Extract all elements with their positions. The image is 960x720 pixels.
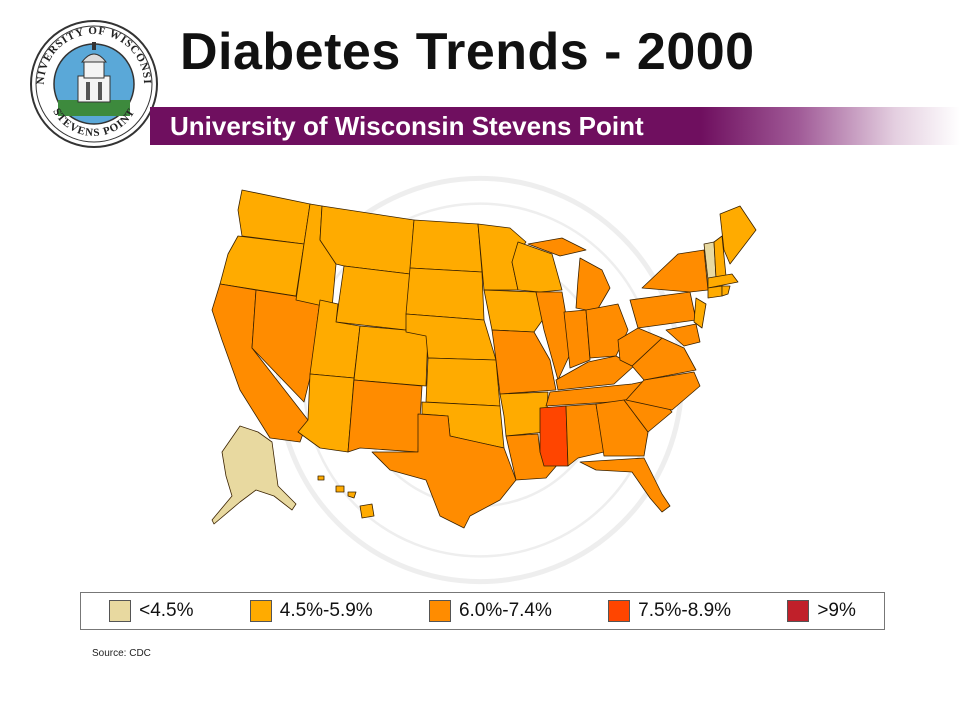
us-diabetes-map bbox=[211, 189, 757, 529]
state-alaska bbox=[211, 425, 297, 525]
state-kansas bbox=[425, 357, 501, 407]
state-georgia bbox=[595, 399, 649, 457]
state-new-york bbox=[641, 249, 709, 293]
legend-label: 7.5%-8.9% bbox=[638, 600, 732, 621]
state-arkansas bbox=[499, 391, 549, 437]
legend-swatch bbox=[428, 600, 451, 622]
state-west-virginia bbox=[617, 327, 663, 367]
legend-label: <4.5% bbox=[139, 600, 194, 621]
legend-label: >9% bbox=[817, 600, 856, 621]
page-subtitle: University of Wisconsin Stevens Point bbox=[170, 111, 644, 141]
legend-swatch bbox=[787, 600, 810, 622]
subtitle-banner bbox=[150, 107, 960, 145]
state-massachusetts bbox=[707, 273, 739, 289]
legend-item: 7.5%-8.9% bbox=[608, 600, 731, 622]
state-north-dakota bbox=[409, 219, 483, 273]
legend-swatch bbox=[109, 600, 132, 622]
state-michigan bbox=[575, 257, 611, 313]
state-south-dakota bbox=[405, 267, 485, 321]
state-new-jersey bbox=[693, 297, 707, 329]
legend-swatch bbox=[249, 600, 272, 622]
state-michigan-up bbox=[527, 237, 587, 257]
state-iowa bbox=[483, 289, 545, 333]
state-missouri bbox=[491, 329, 557, 395]
legend-item: >9% bbox=[787, 600, 856, 622]
state-hawaii bbox=[317, 475, 375, 519]
state-rhode-island bbox=[721, 285, 731, 297]
university-seal-logo: UNIVERSITY OF WISCONSIN STEVENS POINT bbox=[28, 18, 158, 148]
legend-item: <4.5% bbox=[109, 600, 194, 622]
legend-label: 6.0%-7.4% bbox=[458, 600, 552, 621]
source-note: Source: CDC bbox=[92, 648, 151, 659]
state-arizona bbox=[297, 373, 355, 453]
state-pennsylvania bbox=[629, 291, 697, 329]
state-washington bbox=[237, 189, 311, 245]
state-colorado bbox=[353, 325, 429, 387]
state-florida bbox=[579, 457, 671, 513]
state-alabama bbox=[565, 403, 605, 467]
map-states bbox=[211, 189, 429, 453]
state-new-mexico bbox=[347, 379, 423, 453]
state-maryland-delaware bbox=[665, 323, 701, 347]
state-mississippi bbox=[539, 405, 569, 467]
state-maine bbox=[719, 205, 757, 265]
state-texas bbox=[371, 413, 517, 529]
legend-item: 4.5%-5.9% bbox=[249, 600, 373, 622]
map-legend: <4.5% 4.5%-5.9% 6.0%-7.4% 7.5%-8.9% >9% bbox=[80, 592, 885, 630]
state-north-carolina bbox=[625, 371, 701, 411]
legend-item: 6.0%-7.4% bbox=[428, 600, 552, 622]
legend-swatch bbox=[608, 600, 631, 622]
page-title: Diabetes Trends - 2000 bbox=[180, 23, 755, 81]
legend-label: 4.5%-5.9% bbox=[279, 600, 373, 621]
state-wyoming bbox=[335, 265, 411, 331]
state-indiana bbox=[563, 309, 591, 369]
state-connecticut bbox=[707, 285, 723, 299]
